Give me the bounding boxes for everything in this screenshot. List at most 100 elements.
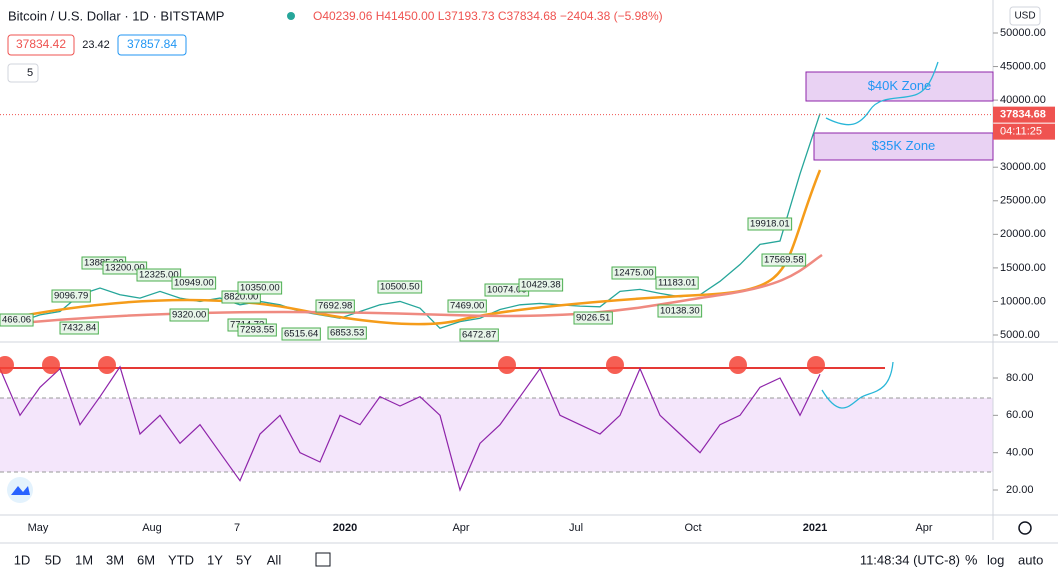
range-button[interactable]: 6M [137, 552, 155, 567]
time-label: May [28, 522, 49, 534]
ask-box[interactable] [117, 34, 187, 56]
price-label-box [573, 311, 613, 325]
price-label-box [327, 326, 367, 340]
price-label-box [59, 321, 99, 335]
price-label-box [169, 308, 209, 322]
currency-box[interactable] [1009, 6, 1041, 26]
price-label: 6853.53 [330, 328, 364, 339]
price-label-box [136, 268, 182, 282]
price-label: 10138.30 [660, 306, 700, 317]
bid: 37834.42 [16, 37, 66, 51]
price-label: 10500.50 [380, 282, 420, 293]
rsi-touch [98, 356, 116, 374]
rsi-touch [807, 356, 825, 374]
zone-label: $35K Zone [872, 138, 936, 153]
rsi-touch [498, 356, 516, 374]
rsi-tick-label: 80.00 [1006, 372, 1034, 384]
zone [805, 71, 994, 102]
price-tick-label: 40000.00 [1000, 94, 1046, 106]
percent-toggle[interactable]: % [965, 552, 977, 568]
range-button[interactable]: 1Y [207, 552, 223, 567]
price-label: 13200.00 [105, 263, 145, 274]
price-label-box [171, 276, 217, 290]
price-tick-label: 15000.00 [1000, 262, 1046, 274]
range-button[interactable]: 1M [75, 552, 93, 567]
price-label-box [657, 304, 703, 318]
rsi-tick-label: 40.00 [1006, 447, 1034, 459]
price-label: 9096.79 [54, 291, 88, 302]
price-tick-label: 25000.00 [1000, 195, 1046, 207]
rsi-band [0, 398, 993, 472]
price-label-box [761, 253, 807, 267]
price-label-box [747, 217, 793, 231]
time-label: Aug [142, 522, 162, 534]
price-label: 17569.58 [764, 255, 804, 266]
rsi-tick-label: 20.00 [1006, 484, 1034, 496]
rsi-touch [42, 356, 60, 374]
price-label-box [315, 299, 355, 313]
ask: 37857.84 [127, 37, 177, 51]
range-button[interactable]: 5Y [236, 552, 252, 567]
price-label-box [237, 281, 283, 295]
time-label: Jul [569, 522, 583, 534]
date-range-icon[interactable] [315, 552, 331, 567]
price-label: 12325.00 [139, 270, 179, 281]
bid-box[interactable] [7, 34, 75, 56]
ohlc: O40239.06 H41450.00 L37193.73 C37834.68 … [313, 9, 663, 23]
logo-mark [11, 486, 30, 495]
price-label: 9320.00 [172, 310, 206, 321]
price-tick-label: 20000.00 [1000, 228, 1046, 240]
price-label: 9026.51 [576, 313, 610, 324]
rsi-touch [606, 356, 624, 374]
zone [813, 132, 994, 161]
price-label: 11183.01 [658, 278, 696, 289]
price-label-box [281, 327, 321, 341]
price-label: 10429.38 [521, 280, 561, 291]
time-label: 2021 [803, 522, 827, 534]
range-button[interactable]: All [267, 552, 282, 567]
price-label-box [0, 313, 34, 327]
price-label-box [237, 323, 277, 337]
price-tick-label: 10000.00 [1000, 295, 1046, 307]
rsi-projection [821, 361, 894, 409]
range-button[interactable]: 3M [106, 552, 124, 567]
settings-icon[interactable] [1018, 521, 1032, 535]
price-label: 7293.55 [240, 325, 274, 336]
ema-line [0, 169, 822, 326]
time-label: Apr [915, 522, 932, 534]
indicator-count: 5 [27, 67, 33, 79]
price-tick-label: 30000.00 [1000, 161, 1046, 173]
price-label: 10949.00 [174, 278, 214, 289]
indicator-toggle[interactable] [7, 63, 39, 83]
price-tick-label: 50000.00 [1000, 27, 1046, 39]
spread: 23.42 [82, 39, 110, 51]
rsi-tick-label: 60.00 [1006, 409, 1034, 421]
price-label: 12475.00 [614, 268, 654, 279]
market-status [287, 12, 295, 20]
rsi-touch [729, 356, 747, 374]
price-label: 10350.00 [240, 283, 280, 294]
last-price: 37834.68 [1000, 109, 1046, 121]
price-label-box [377, 280, 423, 294]
price-label-box [447, 299, 487, 313]
range-button[interactable]: YTD [168, 552, 194, 567]
log-toggle[interactable]: log [987, 552, 1004, 567]
price-label-box [102, 261, 148, 275]
price-label: 7692.98 [318, 301, 352, 312]
countdown-box [993, 123, 1055, 140]
price-tick-label: 45000.00 [1000, 60, 1046, 72]
price-label: 19918.01 [750, 219, 790, 230]
range-button[interactable]: 5D [45, 552, 62, 567]
price-label: 10074.00 [487, 285, 527, 296]
price-label-box [518, 278, 564, 292]
range-button[interactable]: 1D [14, 552, 31, 567]
currency: USD [1014, 11, 1035, 22]
rsi-line [0, 365, 821, 492]
time-label: 7 [234, 522, 240, 534]
time-label: Oct [684, 522, 701, 534]
countdown: 04:11:25 [1000, 126, 1042, 138]
auto-toggle[interactable]: auto [1018, 552, 1043, 567]
price-label: 7469.00 [450, 301, 484, 312]
price-label: 7432.84 [62, 323, 96, 334]
